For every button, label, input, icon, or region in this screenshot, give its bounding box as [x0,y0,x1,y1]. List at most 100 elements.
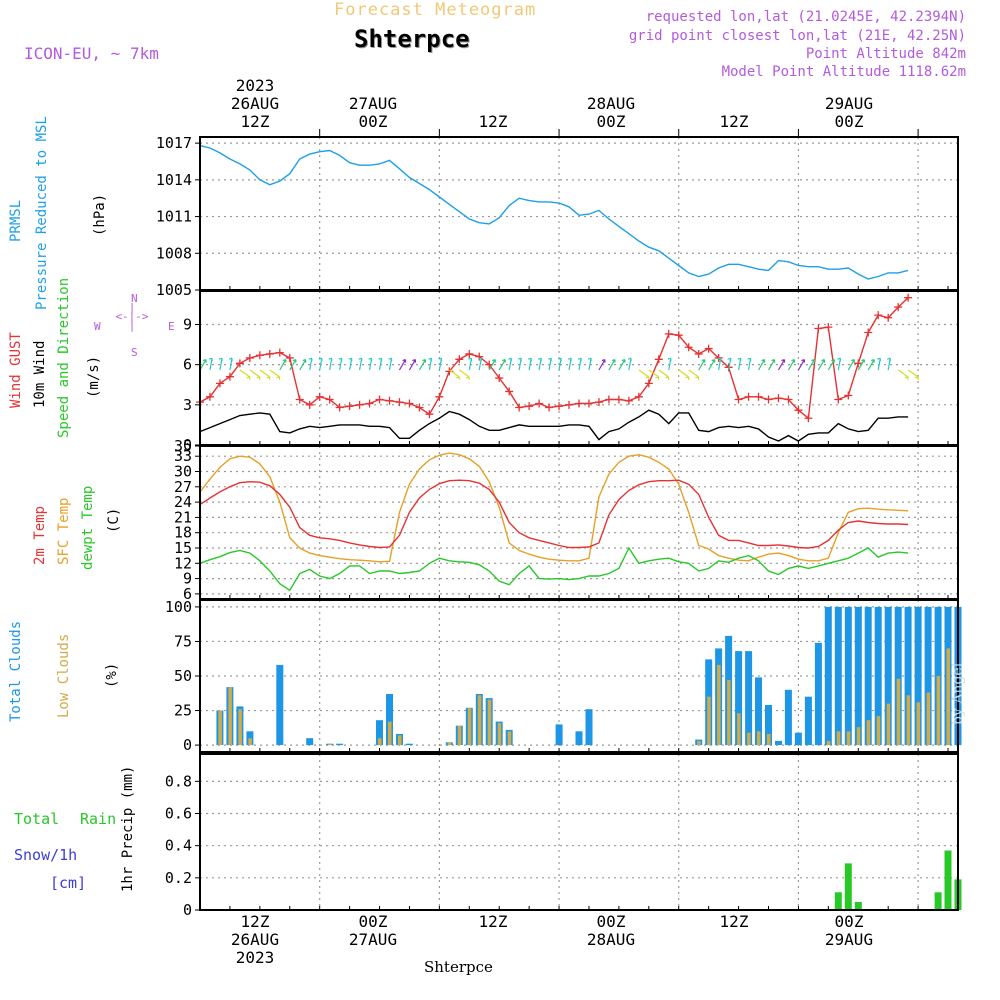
wind-arrow [428,357,433,371]
wind-arrow [548,357,552,371]
total-cloud-bar [246,731,254,746]
gust-marker [575,399,583,408]
compass-east: E [168,320,175,333]
gust-marker [614,395,623,404]
wind-direction-label: Speed and Direction [56,277,72,438]
y-tick-label: 9 [183,315,192,333]
model-label: ICON-EU, ~ 7km [24,44,159,63]
wind-arrow [348,357,353,371]
gust-marker [904,293,913,302]
total-cloud-bar [914,606,922,746]
low-cloud-bar [707,696,711,746]
wind-arrow [508,357,512,371]
low-cloud-bar [836,731,841,746]
y-tick-label: 6 [183,356,192,374]
y-tick-label: 25 [174,702,192,720]
gust-marker [525,402,534,411]
wind-arrow [807,359,815,371]
wind-arrow [388,357,393,371]
bottom-date-label: 29AUG [824,930,874,949]
total-cloud-bar [555,724,563,746]
panel-frame [199,753,959,911]
y-tick-label: 0.6 [165,805,192,823]
total-cloud-bar [884,606,892,746]
wind-arrow [747,357,752,371]
wind-arrow [777,359,786,371]
y-tick-label: 35 [174,437,192,455]
gust-line [199,297,909,420]
gust-marker [325,395,334,404]
low-cloud-bar [398,735,402,746]
snow-unit: [cm] [50,874,87,892]
y-tick-label: 1014 [156,171,192,189]
gust-label: Wind GUST [8,332,24,408]
gust-marker [584,399,593,408]
wind-arrow [638,369,650,380]
gust-marker [435,392,444,401]
wind-arrow [877,357,881,371]
wind-arrow [727,357,732,371]
top-year-label: 2023 [235,76,275,95]
gust-marker [515,403,524,412]
wind-arrow [468,357,472,371]
low-cloud-bar [487,699,492,746]
bottom-time-label: 12Z [240,912,270,931]
gust-marker [465,349,474,358]
total-cloud-bar [775,740,782,745]
total-cloud-bar [585,709,593,746]
gust-marker [335,403,344,412]
wind-arrow [448,369,460,380]
wind-arrow [857,359,865,371]
y-tick-label: 1011 [156,208,192,226]
gust-marker [804,414,813,423]
total-cloud-bar [405,743,413,746]
gust-marker [864,328,873,337]
low-cloud-bar [457,725,462,745]
wind-arrow [587,357,592,371]
top-date-label: 28AUG [586,94,636,113]
top-time-label: 00Z [596,112,626,131]
gust-marker [235,359,244,368]
wind-arrow [618,359,626,371]
page-title: Shterpce [354,25,470,53]
total-cloud-bar [755,677,762,746]
wind-arrow [458,369,470,380]
gust-marker [385,396,394,405]
pressure-label: PRMSL [8,199,24,242]
wind-arrow [608,359,616,371]
gust-marker [764,395,773,404]
total-cloud-bar [824,606,832,746]
rain-bar [934,892,942,910]
top-date-label: 27AUG [348,94,398,113]
wind-arrow [767,359,776,371]
low-cloud-bar [846,731,851,746]
gust-marker [834,395,843,404]
y-tick-label: 0 [183,436,192,454]
low-cloud-bar [717,664,721,745]
model-altitude: Model Point Altitude 1118.62m [721,64,966,80]
gust-marker [624,396,633,405]
wind-arrow [787,359,795,371]
gust-marker [545,403,554,412]
top-time-label: 12Z [719,112,749,131]
temp-sfc-label: SFC Temp [56,497,72,565]
low-cloud-bar [876,716,881,746]
y-tick-label: 100 [165,598,192,616]
total-cloud-bar [854,606,862,746]
gust-marker [505,387,514,396]
low-cloud-bar [507,731,512,746]
low-cloud-bar [916,702,921,746]
wind-arrow [358,357,363,371]
gust-marker [604,395,613,404]
gust-marker [455,355,464,364]
gust-marker [315,392,324,401]
y-tick-label: 30 [174,463,192,481]
gust-marker [734,395,743,404]
y-tick-label: 1008 [156,244,192,262]
low-cloud-bar [826,740,831,745]
wind-label: 10m Wind [32,340,48,408]
wind-arrow [518,357,522,371]
wind-arrow [737,357,742,371]
wind-arrow [847,359,855,371]
low-cloud-bar [378,738,382,746]
